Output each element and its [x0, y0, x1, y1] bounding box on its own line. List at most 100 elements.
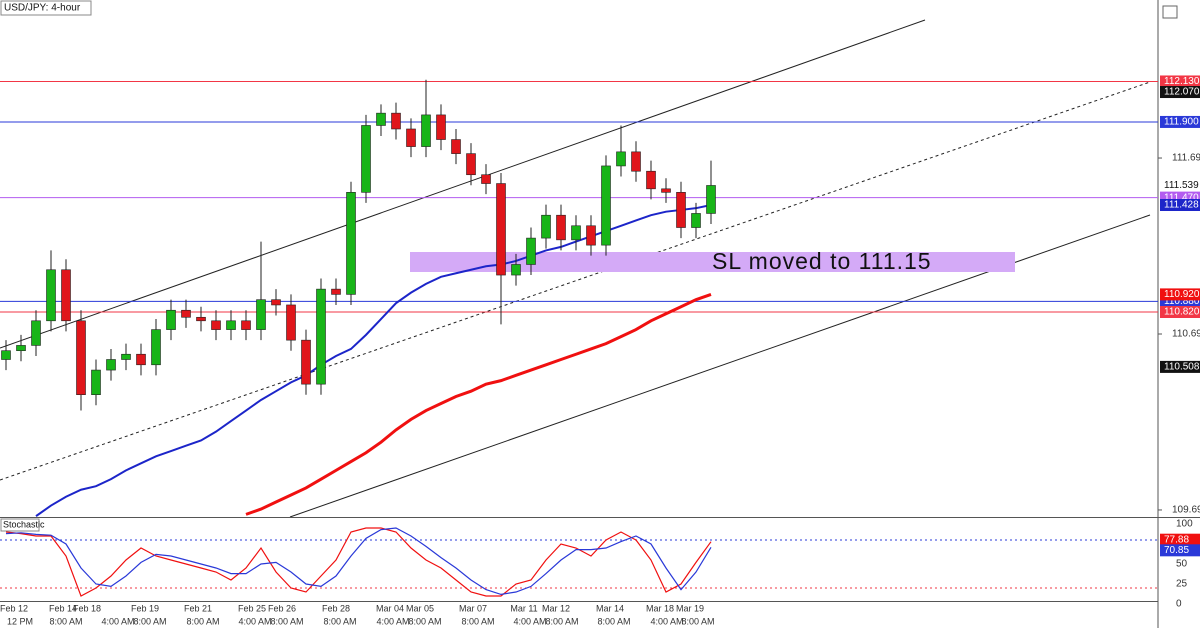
time-label: 8:00 AM: [545, 616, 578, 626]
indicator-label-box: [0, 518, 40, 532]
date-label: Feb 12: [0, 603, 28, 613]
time-label: 8:00 AM: [186, 616, 219, 626]
price-tag: [1160, 288, 1200, 301]
price-tag: [1160, 544, 1200, 557]
candle-body: [646, 170, 656, 190]
moving-average: [245, 292, 712, 516]
candle-body: [511, 264, 521, 276]
candle-body: [16, 345, 26, 352]
date-label: Mar 05: [406, 603, 434, 613]
time-label: 8:00 AM: [49, 616, 82, 626]
price-tag: [1160, 115, 1200, 128]
time-label: 8:00 AM: [323, 616, 356, 626]
candle-body: [406, 128, 416, 147]
candle-body: [451, 139, 461, 154]
candle-body: [676, 192, 686, 228]
candle-body: [661, 188, 671, 193]
stoch-line: [5, 527, 712, 597]
price-tag-label: 110.880: [1164, 296, 1200, 307]
date-label: Feb 14: [49, 603, 77, 613]
title-box: [0, 0, 92, 16]
price-tag: [1160, 199, 1200, 212]
price-tag-label: 111.900: [1164, 117, 1199, 128]
candle-body: [46, 269, 56, 322]
candle-body: [436, 114, 446, 140]
candle-body: [271, 299, 281, 306]
candle-body: [61, 269, 71, 322]
candle-body: [346, 192, 356, 295]
stoch-line: [5, 527, 712, 596]
price-tag-label: 111.539: [1164, 180, 1199, 191]
stoch-tick-label: 25: [1176, 579, 1188, 590]
date-label: Mar 19: [676, 603, 704, 613]
price-tag-label: 112.070: [1164, 87, 1200, 98]
price-tag-label: 70.85: [1164, 545, 1189, 556]
date-label: Mar 12: [542, 603, 570, 613]
candle-body: [706, 185, 716, 214]
candle-body: [376, 112, 386, 126]
price-tag: [1160, 75, 1200, 88]
y-tick-label: 111.695: [1172, 153, 1200, 164]
time-label: 8:00 AM: [681, 616, 714, 626]
chart-title: USD/JPY: 4-hour: [4, 3, 81, 14]
price-tag-label: 111.428: [1164, 200, 1199, 211]
time-label: 4:00 AM: [513, 616, 546, 626]
price-tag: [1160, 360, 1200, 373]
candle-body: [286, 304, 296, 341]
candle-body: [256, 299, 266, 330]
candle-body: [106, 359, 116, 371]
date-label: Mar 04: [376, 603, 404, 613]
time-label: 8:00 AM: [408, 616, 441, 626]
price-tag-label: 110.820: [1164, 307, 1200, 318]
channel-upper: [0, 19, 926, 349]
price-tag-label: 112.130: [1164, 76, 1200, 87]
date-label: Feb 19: [131, 603, 159, 613]
candle-body: [541, 214, 551, 239]
price-tag: [1160, 305, 1200, 318]
price-tag: [1160, 179, 1200, 192]
candle-body: [556, 214, 566, 241]
candle-body: [571, 225, 581, 241]
date-label: Feb 28: [322, 603, 350, 613]
stoch-tick-label: 100: [1176, 519, 1193, 530]
candle-body: [316, 288, 326, 385]
price-tag-label: 77.88: [1164, 534, 1189, 545]
time-label: 4:00 AM: [650, 616, 683, 626]
stoch-tick-label: 0: [1176, 599, 1182, 610]
candle-body: [166, 309, 176, 330]
candle-body: [421, 114, 431, 147]
date-label: Mar 11: [510, 603, 537, 613]
candle-body: [181, 309, 191, 318]
candle-body: [241, 320, 251, 330]
date-label: Feb 21: [184, 603, 212, 613]
candle-body: [1, 350, 11, 360]
price-tag-label: 110.508: [1164, 362, 1200, 373]
candle-body: [691, 213, 701, 228]
time-label: 8:00 AM: [270, 616, 303, 626]
candle-body: [31, 320, 41, 346]
date-label: Mar 18: [646, 603, 674, 613]
candle-body: [226, 320, 236, 330]
candle-body: [331, 288, 341, 295]
stoch-tick-label: 50: [1176, 559, 1188, 570]
date-label: Feb 25: [238, 603, 266, 613]
time-label: 8:00 AM: [133, 616, 166, 626]
settings-icon[interactable]: [1162, 5, 1178, 19]
candle-body: [631, 151, 641, 172]
candle-body: [496, 183, 506, 276]
price-tag: [1160, 533, 1200, 546]
time-label: 4:00 AM: [238, 616, 271, 626]
candle-body: [586, 225, 596, 246]
date-label: Mar 14: [596, 603, 624, 613]
annotation-text: SL moved to 111.15: [712, 248, 932, 274]
date-label: Feb 26: [268, 603, 296, 613]
candle-body: [466, 153, 476, 176]
candle-body: [196, 316, 206, 322]
candle-body: [211, 320, 221, 330]
time-label: 4:00 AM: [101, 616, 134, 626]
price-tag: [1160, 86, 1200, 99]
time-label: 4:00 AM: [376, 616, 409, 626]
moving-average: [35, 204, 712, 517]
